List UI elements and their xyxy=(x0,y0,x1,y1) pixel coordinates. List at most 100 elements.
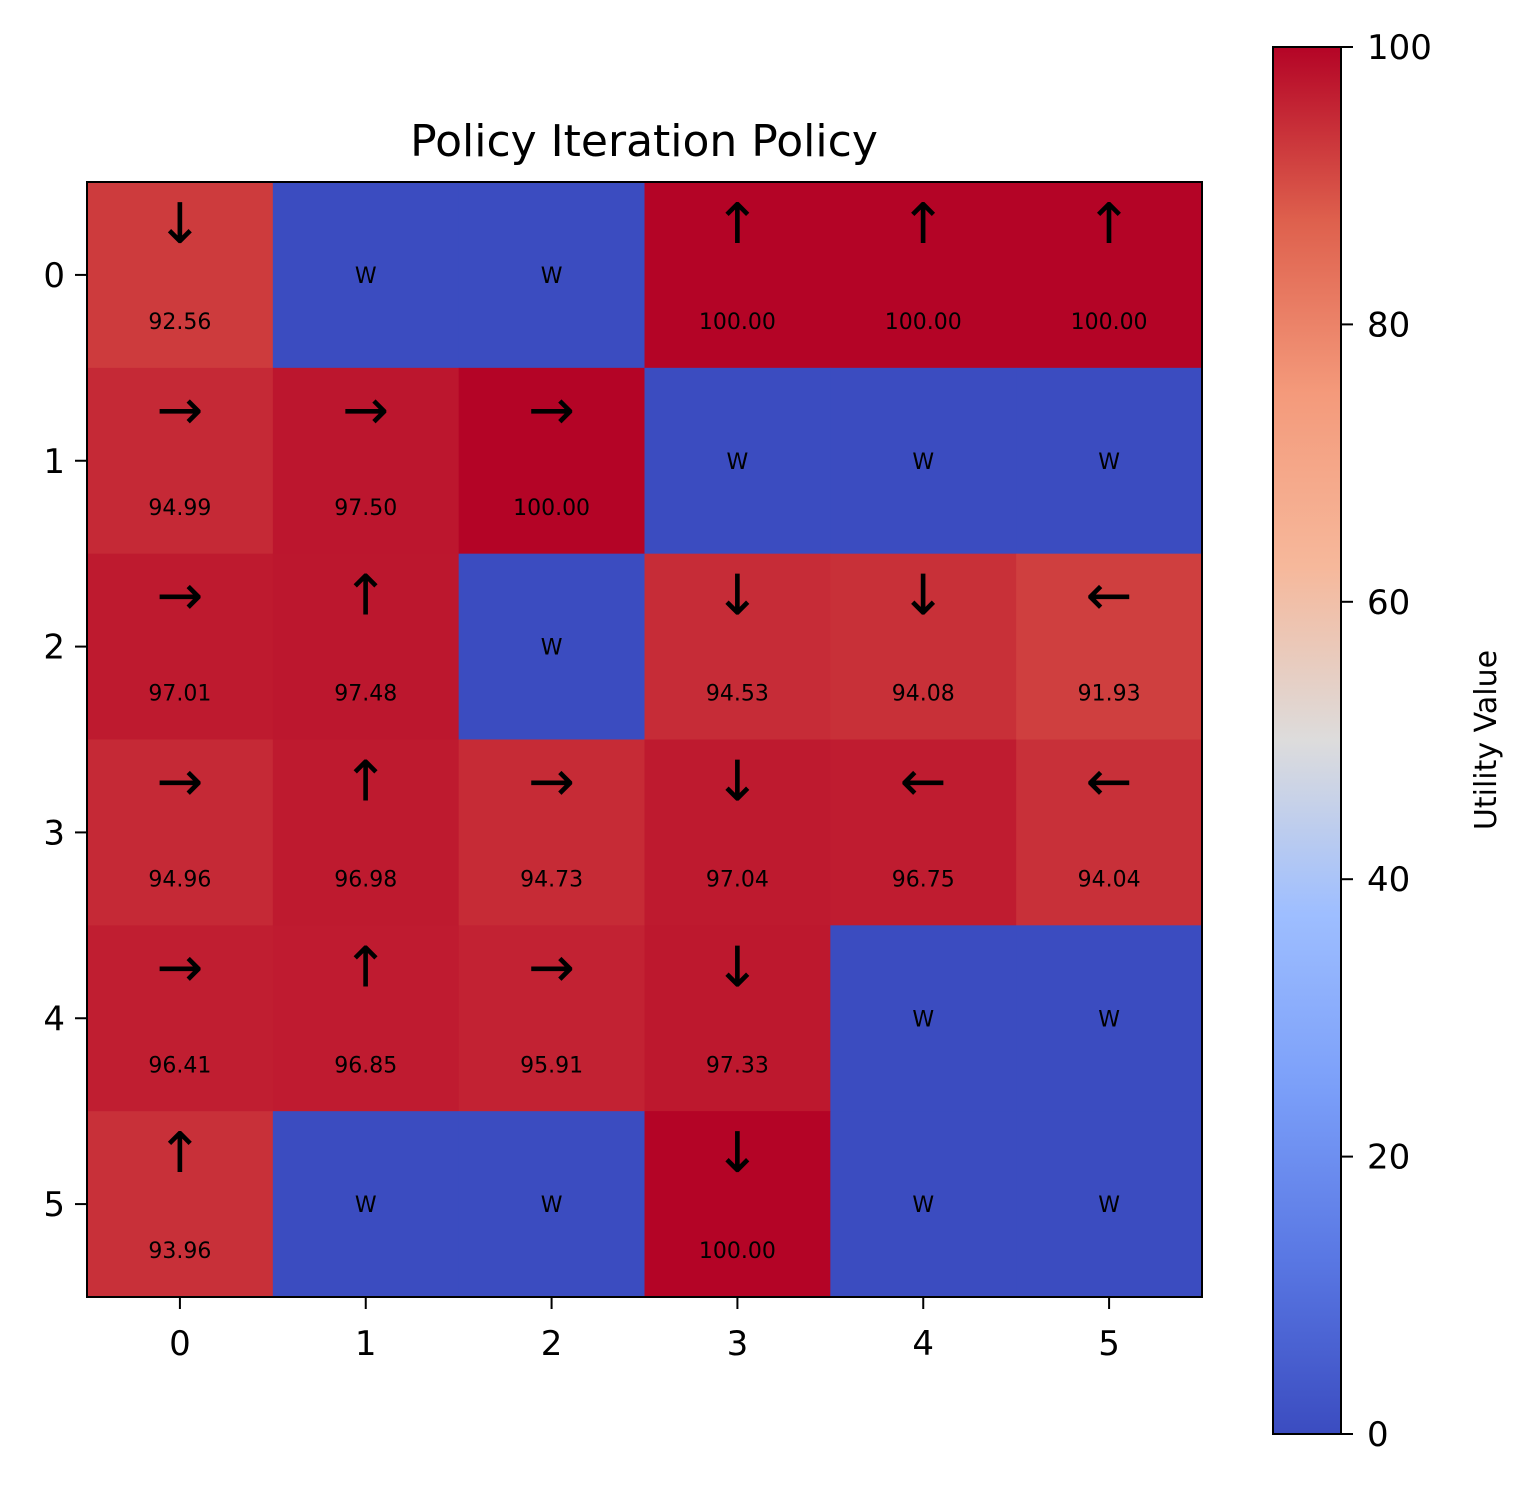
heatmap-cell-r1-c5 xyxy=(1016,367,1203,555)
wall-label-r0-c2: W xyxy=(541,264,563,289)
heatmap-cell-r3-c0 xyxy=(87,739,274,926)
heatmap-cell-r0-c1 xyxy=(272,182,460,369)
y-tick-label-3: 3 xyxy=(43,813,65,853)
value-label-r4-c3: 97.33 xyxy=(706,1053,769,1078)
wall-label-r1-c3: W xyxy=(727,450,749,475)
heatmap-cell-r4-c3 xyxy=(644,925,831,1112)
heatmap-cell-r2-c5 xyxy=(1016,553,1203,741)
y-tick-label-1: 1 xyxy=(43,442,65,482)
value-label-r5-c0: 93.96 xyxy=(148,1239,211,1264)
x-tick-label-2: 2 xyxy=(541,1324,563,1364)
heatmap-cell-r2-c0 xyxy=(87,553,274,741)
wall-label-r4-c4: W xyxy=(912,1007,934,1032)
value-label-r4-c1: 96.85 xyxy=(334,1053,397,1078)
policy-arrow-r4-c3: ↓ xyxy=(714,935,761,1000)
value-label-r3-c3: 97.04 xyxy=(706,867,769,892)
wall-label-r5-c2: W xyxy=(541,1193,563,1218)
wall-label-r2-c2: W xyxy=(541,636,563,661)
policy-arrow-r3-c5: ← xyxy=(1086,749,1133,814)
heatmap-cell-r5-c1 xyxy=(272,1111,460,1298)
heatmap-cell-r4-c4 xyxy=(830,925,1017,1112)
wall-label-r5-c5: W xyxy=(1098,1193,1120,1218)
y-tick-label-5: 5 xyxy=(43,1185,65,1225)
policy-arrow-r2-c4: ↓ xyxy=(900,564,947,629)
heatmap-cell-r4-c1 xyxy=(272,925,460,1112)
cell-annotations: ↓ 92.56 W W ↑ 100.00 ↑ 100.00 ↑ 100.00 → 94.99 → 97.5… xyxy=(148,192,1147,1264)
wall-label-r0-c1: W xyxy=(355,264,377,289)
value-label-r3-c2: 94.73 xyxy=(520,867,583,892)
heatmap-cell-r1-c3 xyxy=(644,367,831,555)
heatmap-cell-r0-c5 xyxy=(1016,182,1203,369)
heatmap-cell-r0-c2 xyxy=(458,182,646,369)
heatmap-cell-r0-c0 xyxy=(87,182,274,369)
value-label-r2-c5: 91.93 xyxy=(1078,682,1141,707)
policy-arrow-r2-c5: ← xyxy=(1086,564,1133,629)
value-label-r2-c0: 97.01 xyxy=(148,682,211,707)
policy-arrow-r5-c0: ↑ xyxy=(156,1121,203,1186)
heatmap-cell-r5-c3 xyxy=(644,1111,831,1298)
y-tick-label-4: 4 xyxy=(43,999,65,1039)
value-label-r4-c2: 95.91 xyxy=(520,1053,583,1078)
heatmap-cell-r4-c2 xyxy=(458,925,646,1112)
colorbar-tick-label-1: 20 xyxy=(1367,1138,1410,1178)
value-label-r0-c5: 100.00 xyxy=(1071,310,1148,335)
wall-label-r1-c4: W xyxy=(912,450,934,475)
colorbar-tick-label-0: 0 xyxy=(1367,1415,1389,1455)
value-label-r5-c3: 100.00 xyxy=(699,1239,776,1264)
heatmap-cell-r1-c1 xyxy=(272,367,460,555)
x-tick-label-3: 3 xyxy=(727,1324,749,1364)
heatmap-cell-r2-c1 xyxy=(272,553,460,741)
heatmap-cell-r3-c3 xyxy=(644,739,831,926)
heatmap-cell-r0-c4 xyxy=(830,182,1017,369)
policy-arrow-r2-c3: ↓ xyxy=(714,564,761,629)
value-label-r3-c4: 96.75 xyxy=(892,867,955,892)
policy-arrow-r2-c1: ↑ xyxy=(342,564,389,629)
value-label-r3-c0: 94.96 xyxy=(148,867,211,892)
policy-arrow-r3-c1: ↑ xyxy=(342,749,389,814)
x-tick-label-0: 0 xyxy=(169,1324,191,1364)
y-tick-label-2: 2 xyxy=(43,628,65,668)
heatmap-cell-r3-c2 xyxy=(458,739,646,926)
policy-arrow-r1-c2: → xyxy=(528,378,575,443)
wall-label-r4-c5: W xyxy=(1098,1007,1120,1032)
policy-arrow-r0-c3: ↑ xyxy=(714,192,761,257)
heatmap-cell-r2-c3 xyxy=(644,553,831,741)
value-label-r1-c1: 97.50 xyxy=(334,496,397,521)
colorbar-tick-label-3: 60 xyxy=(1367,583,1410,623)
colorbar-label: Utility Value xyxy=(1469,650,1504,830)
wall-label-r5-c4: W xyxy=(912,1193,934,1218)
value-label-r2-c1: 97.48 xyxy=(334,682,397,707)
heatmap-cell-r1-c4 xyxy=(830,367,1017,555)
plot-frame xyxy=(86,181,1203,1298)
value-label-r4-c0: 96.41 xyxy=(148,1053,211,1078)
heatmap-cell-r3-c4 xyxy=(830,739,1017,926)
heatmap-cell-r1-c2 xyxy=(458,367,646,555)
colorbar-tick-label-2: 40 xyxy=(1367,860,1410,900)
wall-label-r5-c1: W xyxy=(355,1193,377,1218)
policy-arrow-r4-c2: → xyxy=(528,935,575,1000)
heatmap-cell-r0-c3 xyxy=(644,182,831,369)
policy-arrow-r1-c0: → xyxy=(156,378,203,443)
value-label-r2-c3: 94.53 xyxy=(706,682,769,707)
policy-arrow-r3-c3: ↓ xyxy=(714,749,761,814)
colorbar-ticks: 0 20 40 60 80 100 xyxy=(1341,28,1432,1455)
colorbar-tick-label-4: 80 xyxy=(1367,305,1410,345)
policy-arrow-r0-c4: ↑ xyxy=(900,192,947,257)
heatmap-cell-r4-c5 xyxy=(1016,925,1203,1112)
policy-arrow-r4-c0: → xyxy=(156,935,203,1000)
policy-arrow-r4-c1: ↑ xyxy=(342,935,389,1000)
x-tick-label-4: 4 xyxy=(912,1324,934,1364)
y-axis: 0 1 2 3 4 5 xyxy=(43,256,87,1225)
x-tick-label-1: 1 xyxy=(355,1324,377,1364)
policy-arrow-r1-c1: → xyxy=(342,378,389,443)
heatmap-cell-r4-c0 xyxy=(87,925,274,1112)
heatmap-cell-r5-c4 xyxy=(830,1111,1017,1298)
value-label-r0-c4: 100.00 xyxy=(885,310,962,335)
value-label-r0-c3: 100.00 xyxy=(699,310,776,335)
heatmap-cell-r3-c1 xyxy=(272,739,460,926)
value-label-r1-c0: 94.99 xyxy=(148,496,211,521)
heatmap-cell-r5-c0 xyxy=(87,1111,274,1298)
y-tick-label-0: 0 xyxy=(43,256,65,296)
chart-title: Policy Iteration Policy xyxy=(410,116,878,167)
colorbar-tick-label-5: 100 xyxy=(1367,28,1432,68)
